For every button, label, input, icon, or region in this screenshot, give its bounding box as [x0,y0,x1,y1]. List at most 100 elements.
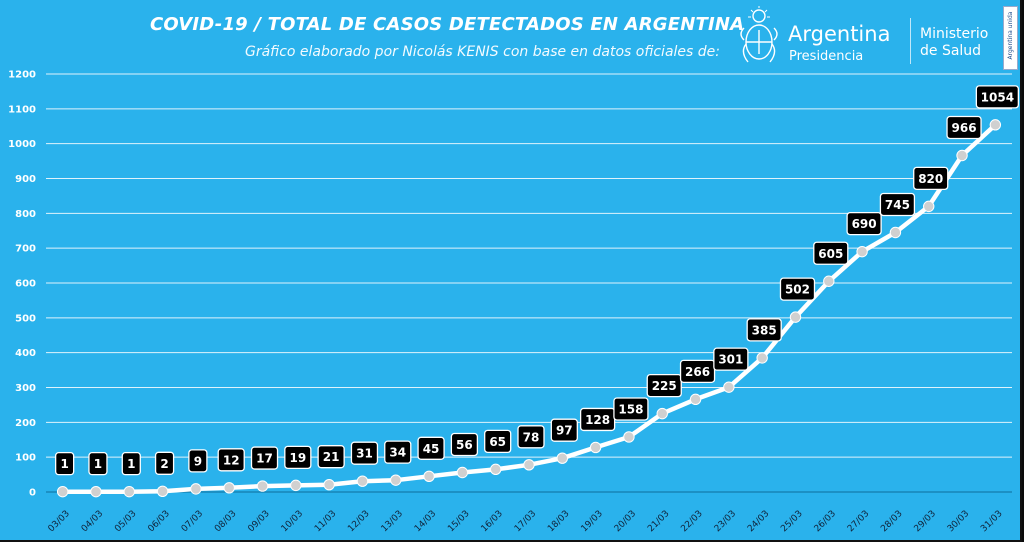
logo-divider [910,18,911,64]
data-label-text: 1 [94,457,102,471]
x-tick-label: 21/03 [646,509,671,534]
x-tick-label: 30/03 [946,509,971,534]
y-tick-label: 1000 [8,139,36,150]
data-label-box [484,429,512,454]
x-tick-label: 27/03 [846,509,871,534]
data-label-box [946,115,982,140]
data-label-text: 225 [652,379,677,393]
data-label: 225 [646,373,682,398]
y-tick-label: 0 [29,488,36,499]
data-labels: 1 1 1 2 9 12 17 19 21 31 34 45 56 65 78 971281582252663… [55,85,1019,476]
x-tick-label: 16/03 [480,509,505,534]
x-tick-label: 04/03 [80,509,105,534]
chart-title: COVID-19 / TOTAL DE CASOS DETECTADOS EN … [150,14,745,35]
data-label-box [779,277,816,301]
gridlines [46,73,1012,493]
data-label-text: 820 [918,172,943,186]
y-tick-label: 800 [15,209,36,220]
y-tick-label: 500 [15,313,36,324]
data-point [823,275,835,287]
data-label-text: 1054 [981,90,1014,104]
national-seal-icon [740,6,778,63]
x-tick-label: 06/03 [146,509,171,534]
x-tick-label: 15/03 [446,509,471,534]
argentina-presidencia-logo: Argentina Presidencia [736,4,906,70]
y-tick-label: 1200 [8,70,36,81]
data-point [323,478,335,491]
argentina-logo-sub: Presidencia [789,49,864,64]
data-label: 820 [913,166,949,191]
x-axis-ticks: 03/03 04/03 05/03 06/03 07/03 08/03 09/03 10/03… [47,509,1005,534]
data-point [556,452,569,464]
data-label-text: 605 [818,247,843,261]
data-label: 97 [550,418,578,442]
data-label-box [879,192,916,217]
data-label: 690 [846,211,882,236]
data-label-box [217,448,245,472]
data-label-text: 2 [160,457,168,471]
data-point [156,485,169,498]
data-label: 31 [350,441,379,465]
data-label: 301 [713,347,749,371]
data-label-text: 34 [389,446,406,460]
data-label: 19 [284,445,312,470]
data-label-box [646,373,682,398]
argentina-unida-badge: Argentina unida [1003,6,1018,70]
data-label-text: 266 [685,365,710,379]
data-point [589,441,602,454]
data-point [456,466,469,479]
data-label: 266 [679,359,716,383]
x-tick-label: 12/03 [346,509,371,534]
data-label-text: 19 [289,451,306,465]
data-label-box [417,436,445,460]
data-label-text: 301 [718,353,743,367]
data-label-text: 385 [752,323,777,337]
data-label-box [913,166,949,191]
data-label-text: 97 [556,424,573,438]
data-label-box [813,241,849,265]
x-tick-label: 11/03 [313,509,338,534]
data-point [356,475,369,487]
data-label: 2 [154,451,175,475]
data-label-text: 31 [356,447,373,461]
x-tick-label: 22/03 [679,509,704,534]
y-tick-label: 200 [15,418,36,429]
data-label-text: 745 [885,198,910,212]
y-axis-ticks: 0 100 200 300 400 500 600 700 800 900 1000 1100 1200 [8,70,36,499]
data-label-box [317,445,345,469]
data-label: 605 [813,241,849,265]
y-tick-label: 1100 [8,104,36,115]
y-tick-label: 300 [15,383,36,394]
data-label-box [679,359,716,383]
x-tick-label: 07/03 [180,509,205,534]
data-label-box [154,451,175,475]
ministerio-salud-logo: Ministerio de Salud [920,26,988,60]
data-label: 9 [188,449,208,473]
data-label: 34 [384,440,412,464]
data-label-text: 1 [127,457,135,471]
data-point [923,200,935,213]
data-label-text: 65 [489,435,506,449]
y-tick-label: 700 [15,244,36,255]
x-tick-label: 20/03 [613,509,638,534]
chart-subtitle: Gráfico elaborado por Nicolás KENIS con … [244,44,720,60]
data-point [656,407,668,420]
data-point [723,381,735,393]
y-tick-label: 400 [15,348,36,359]
data-point [489,463,502,476]
data-label: 21 [317,445,345,469]
data-label: 78 [517,425,545,449]
x-tick-label: 24/03 [746,509,771,534]
data-label: 128 [579,407,616,432]
data-label-text: 9 [194,454,202,468]
data-label-box [55,452,75,476]
data-label-text: 56 [456,438,473,452]
data-label: 745 [879,192,916,217]
data-label-text: 1 [60,457,68,471]
data-point [956,149,968,162]
x-tick-label: 18/03 [546,509,571,534]
data-label: 17 [250,446,279,470]
data-point [56,485,69,498]
x-tick-label: 28/03 [879,509,904,534]
